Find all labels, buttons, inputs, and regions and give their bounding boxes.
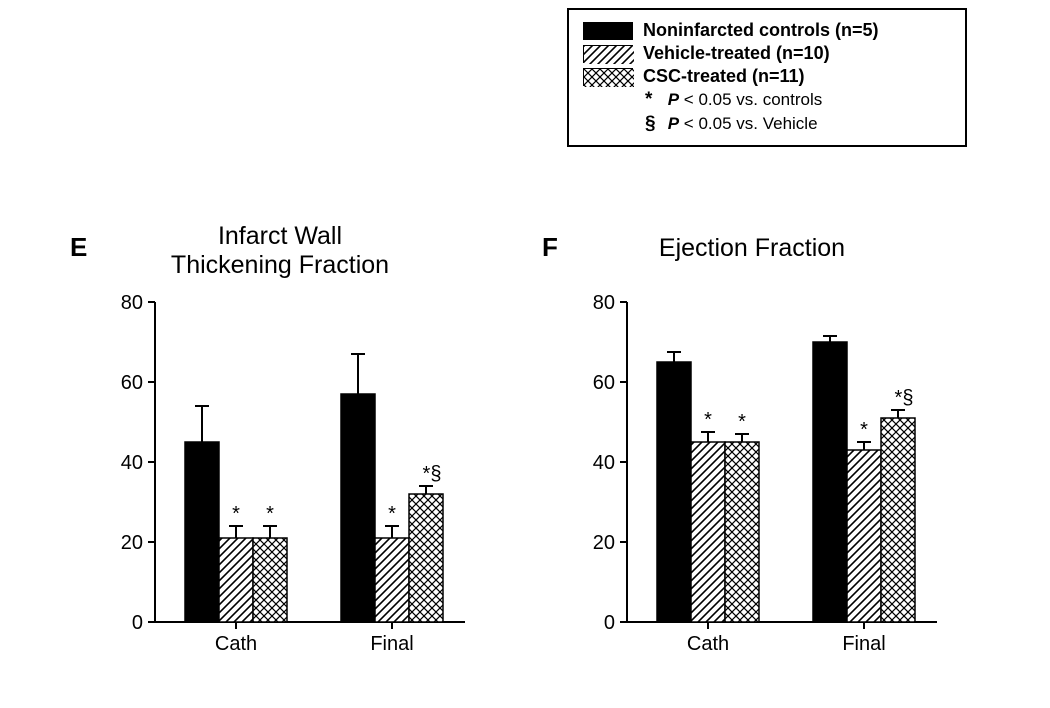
y-tick-label: 80: [593, 292, 615, 314]
legend-item: Noninfarcted controls (n=5): [583, 20, 951, 41]
panel-title: Infarct WallThickening Fraction: [70, 222, 490, 280]
bar-annotation: *: [738, 411, 746, 433]
panel-title-line: Infarct Wall: [70, 222, 490, 251]
bar: [341, 394, 375, 622]
bar-annotation: *: [232, 503, 240, 525]
bar-annotation: *§: [895, 387, 914, 409]
legend-swatch: [583, 68, 633, 86]
y-tick-label: 20: [593, 532, 615, 554]
x-tick-label: Final: [842, 633, 885, 655]
y-tick-label: 20: [121, 532, 143, 554]
legend-item: Vehicle-treated (n=10): [583, 43, 951, 64]
bar: [219, 538, 253, 622]
chart-panel-F: FEjection Fraction020406080**Cath**§Fina…: [542, 220, 962, 690]
y-tick-label: 60: [593, 372, 615, 394]
y-tick-label: 0: [132, 612, 143, 634]
bar-annotation: *: [388, 503, 396, 525]
y-tick-label: 40: [593, 452, 615, 474]
x-tick-label: Cath: [687, 633, 729, 655]
legend-swatch: [583, 22, 633, 40]
y-tick-label: 60: [121, 372, 143, 394]
bar-annotation: *§: [423, 463, 442, 485]
bar: [725, 442, 759, 622]
bar: [881, 418, 915, 622]
bar-annotation: *: [704, 409, 712, 431]
y-tick-label: 80: [121, 292, 143, 314]
bar-chart: 0 20 40 60 80 * * Cath * *§ Final: [572, 292, 952, 672]
legend-note: § P < 0.05 vs. Vehicle: [645, 113, 951, 135]
bar: [657, 362, 691, 622]
bar: [847, 450, 881, 622]
bar: [185, 442, 219, 622]
legend-note: * P < 0.05 vs. controls: [645, 89, 951, 111]
legend-item: CSC-treated (n=11): [583, 66, 951, 87]
panel-title-line: Thickening Fraction: [70, 251, 490, 280]
bar: [691, 442, 725, 622]
legend-label: Noninfarcted controls (n=5): [643, 20, 879, 41]
bar: [813, 342, 847, 622]
x-tick-label: Cath: [215, 633, 257, 655]
bar: [409, 494, 443, 622]
legend-box: Noninfarcted controls (n=5)Vehicle-treat…: [567, 8, 967, 147]
x-tick-label: Final: [370, 633, 413, 655]
bar-annotation: *: [860, 419, 868, 441]
bar: [253, 538, 287, 622]
y-tick-label: 40: [121, 452, 143, 474]
chart-panel-E: EInfarct WallThickening Fraction02040608…: [70, 220, 490, 690]
legend-label: Vehicle-treated (n=10): [643, 43, 830, 64]
panel-title-line: Ejection Fraction: [542, 234, 962, 263]
legend-swatch: [583, 45, 633, 63]
panel-title: Ejection Fraction: [542, 234, 962, 263]
bar: [375, 538, 409, 622]
y-tick-label: 0: [604, 612, 615, 634]
bar-chart: 0 20 40 60 80 * * Cath * *§ Final: [100, 292, 480, 672]
legend-label: CSC-treated (n=11): [643, 66, 805, 87]
bar-annotation: *: [266, 503, 274, 525]
